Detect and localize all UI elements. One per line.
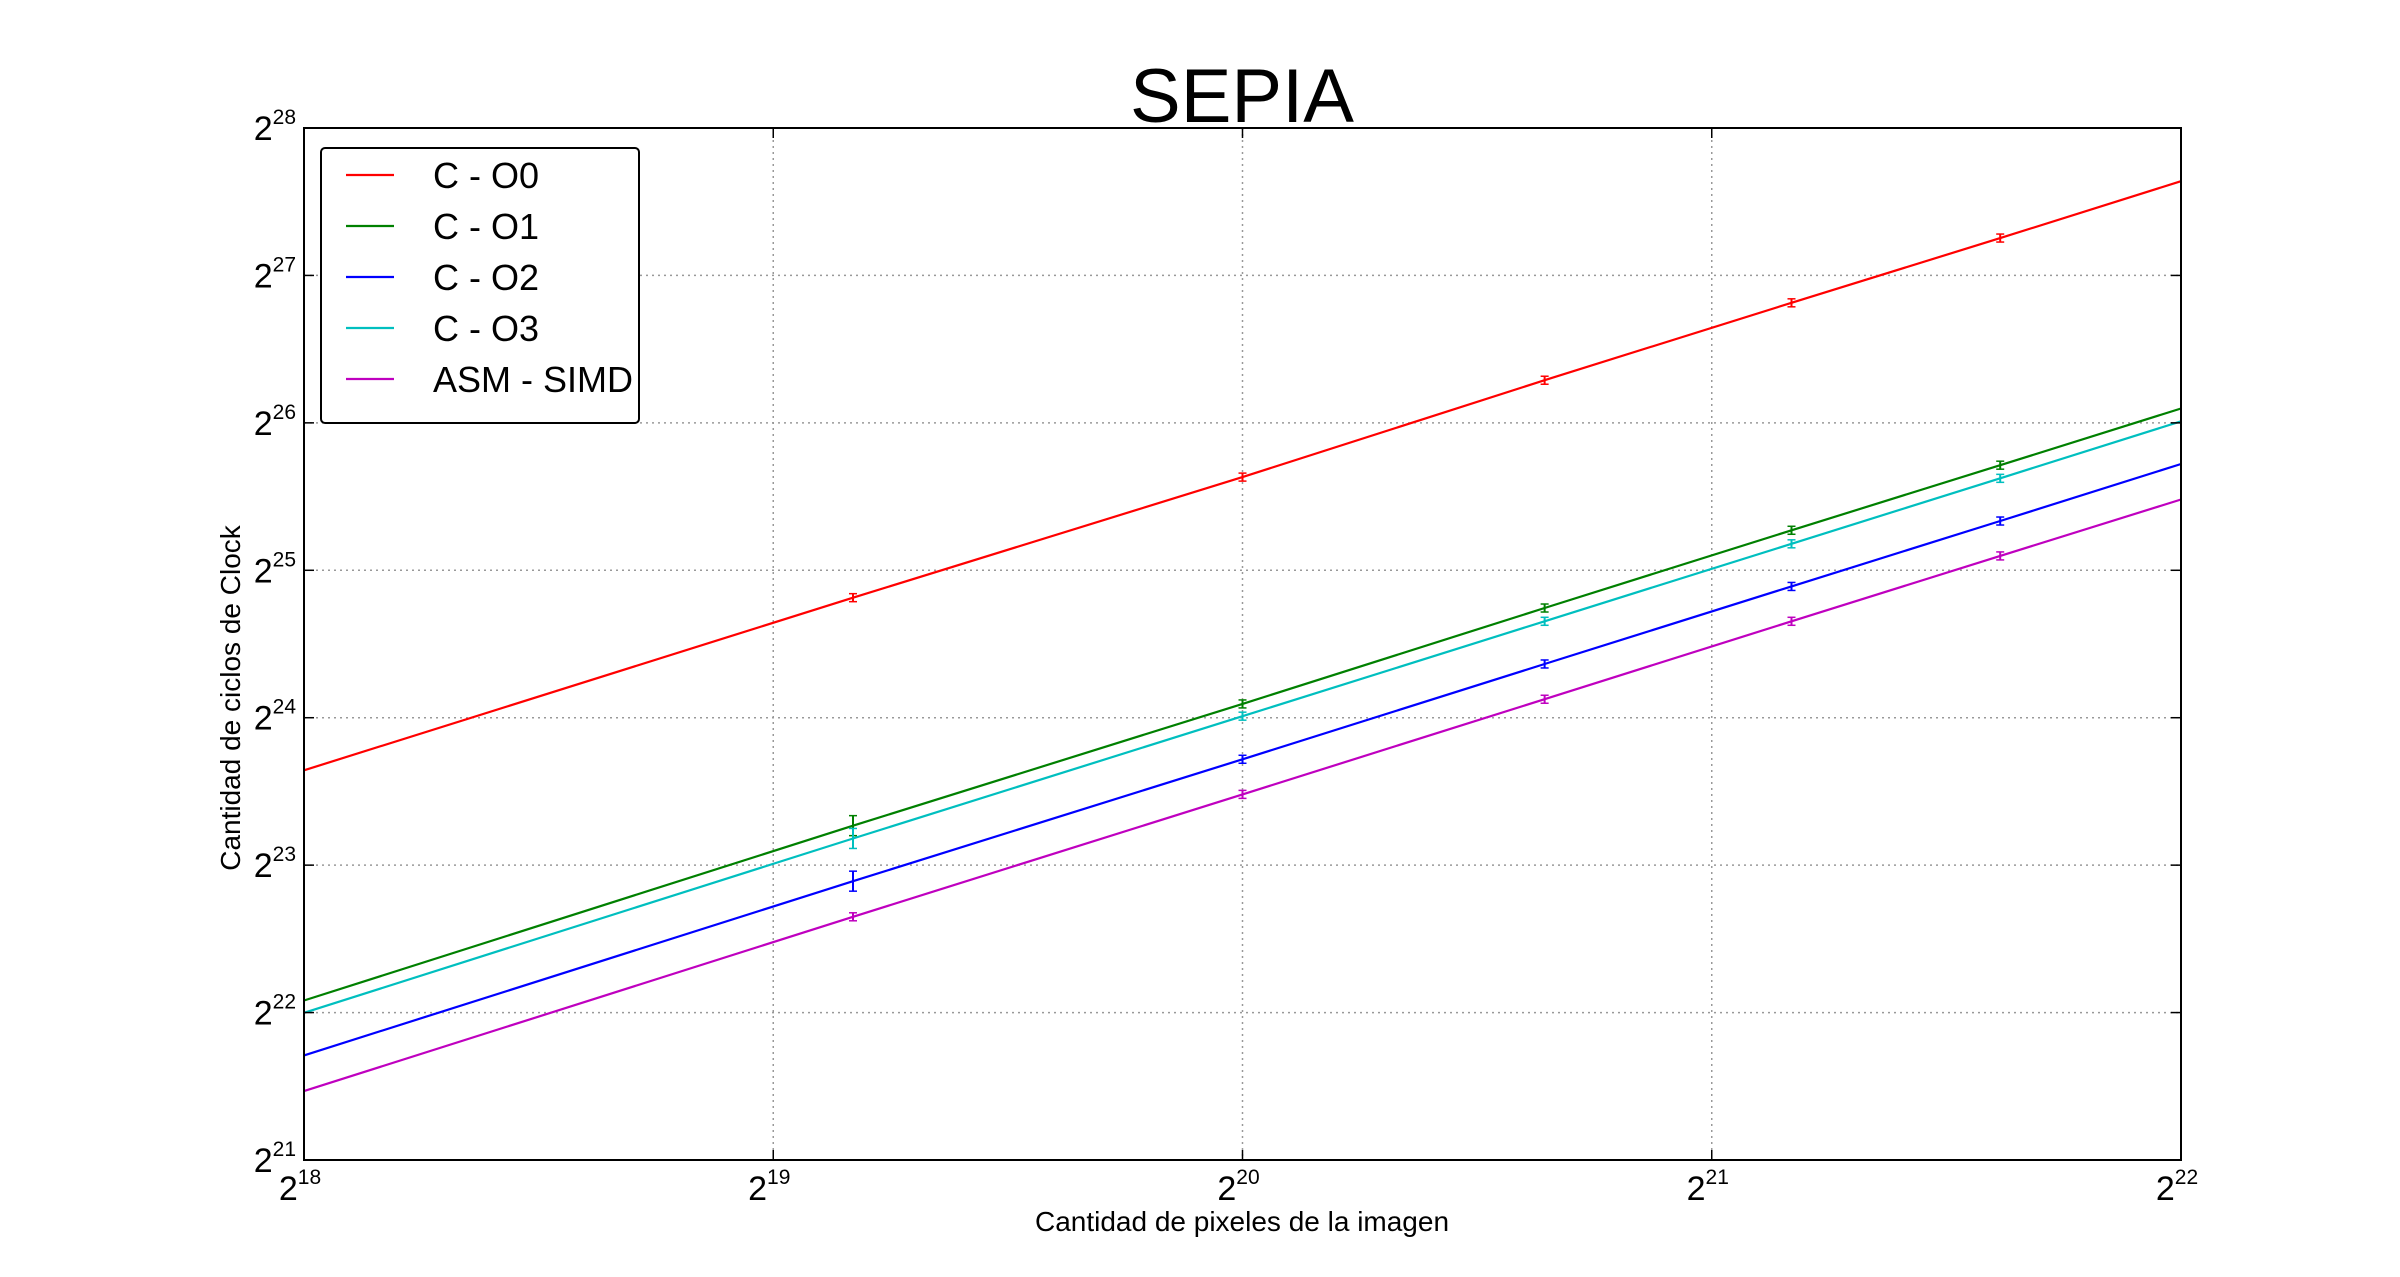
x-tick-label: 219 — [748, 1166, 790, 1208]
y-tick-label: 223 — [254, 843, 296, 885]
y-tick-label: 228 — [254, 106, 296, 148]
y-tick-label: 227 — [254, 253, 296, 295]
y-tick-exponent: 22 — [273, 991, 296, 1014]
y-tick-base: 2 — [254, 847, 273, 885]
legend-label: C - O0 — [433, 155, 539, 196]
x-tick-label: 222 — [2156, 1166, 2198, 1208]
y-tick-label: 225 — [254, 548, 296, 590]
legend-label: C - O1 — [433, 206, 539, 247]
x-tick-exponent: 19 — [767, 1166, 790, 1189]
chart-title: SEPIA — [1130, 54, 1354, 139]
y-tick-exponent: 25 — [273, 548, 296, 571]
x-tick-label: 220 — [1217, 1166, 1259, 1208]
legend-label: C - O2 — [433, 257, 539, 298]
y-tick-base: 2 — [254, 552, 273, 590]
y-tick-exponent: 21 — [273, 1138, 296, 1161]
y-tick-exponent: 26 — [273, 401, 296, 424]
y-tick-exponent: 23 — [273, 843, 296, 866]
y-axis-label: Cantidad de ciclos de Clock — [215, 524, 246, 871]
y-tick-exponent: 28 — [273, 106, 296, 129]
y-tick-base: 2 — [254, 1142, 273, 1180]
x-tick-base: 2 — [748, 1170, 767, 1208]
x-tick-exponent: 22 — [2175, 1166, 2198, 1189]
x-tick-base: 2 — [1217, 1170, 1236, 1208]
x-tick-base: 2 — [279, 1170, 298, 1208]
y-tick-label: 226 — [254, 401, 296, 443]
legend-label: C - O3 — [433, 308, 539, 349]
x-axis-label: Cantidad de pixeles de la imagen — [1035, 1206, 1449, 1237]
x-tick-base: 2 — [1687, 1170, 1706, 1208]
y-tick-base: 2 — [254, 700, 273, 738]
x-tick-label: 221 — [1687, 1166, 1729, 1208]
x-tick-exponent: 21 — [1706, 1166, 1729, 1189]
x-tick-exponent: 18 — [298, 1166, 321, 1189]
legend-label: ASM - SIMD — [433, 359, 633, 400]
x-tick-exponent: 20 — [1236, 1166, 1259, 1189]
x-tick-base: 2 — [2156, 1170, 2175, 1208]
y-tick-base: 2 — [254, 257, 273, 295]
legend-box — [320, 147, 640, 424]
y-tick-label: 222 — [254, 991, 296, 1033]
y-tick-base: 2 — [254, 405, 273, 443]
y-tick-label: 221 — [254, 1138, 296, 1180]
series-lines — [303, 180, 2182, 1093]
y-tick-base: 2 — [254, 110, 273, 148]
legend: C - O0 C - O1 C - O2 C - O3 ASM - SIMD — [320, 147, 640, 424]
y-tick-base: 2 — [254, 995, 273, 1033]
y-tick-exponent: 27 — [273, 253, 296, 276]
y-tick-exponent: 24 — [273, 696, 297, 719]
y-tick-label: 224 — [254, 696, 297, 738]
x-tick-label: 218 — [279, 1166, 321, 1208]
